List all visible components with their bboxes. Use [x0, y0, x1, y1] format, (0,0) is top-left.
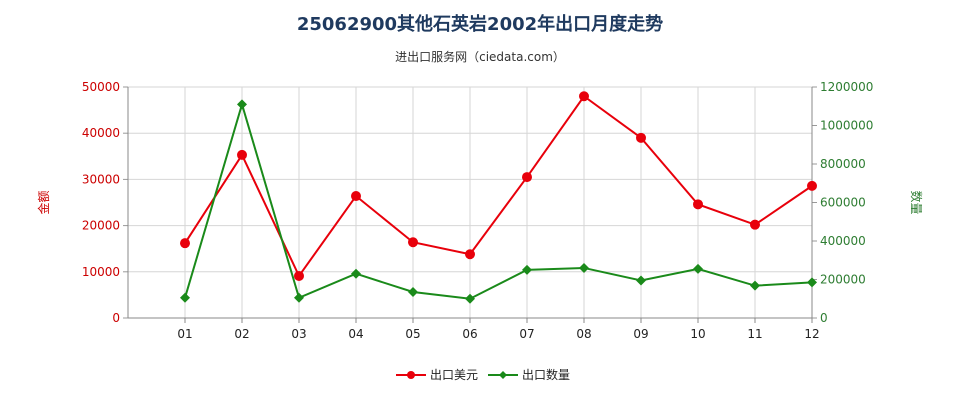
grid-lines — [127, 86, 813, 319]
x-tick-label: 12 — [804, 327, 819, 341]
axes: 0 10000 20000 30000 40000 50000 0 200000 400000 6… — [36, 80, 924, 341]
right-tick-label: 400000 — [820, 234, 866, 248]
data-point-qty — [750, 280, 760, 291]
x-tick-label: 07 — [519, 327, 534, 341]
data-point-qty — [636, 275, 646, 286]
x-tick-label: 05 — [405, 327, 420, 341]
data-point-usd — [693, 199, 703, 210]
chart-subtitle: 进出口服务网（ciedata.com） — [395, 50, 565, 64]
data-point-qty — [408, 287, 418, 298]
x-tick-label: 04 — [348, 327, 363, 341]
x-tick-label: 06 — [462, 327, 477, 341]
data-point-usd — [807, 180, 817, 191]
legend: 出口美元 出口数量 — [396, 367, 570, 382]
data-point-usd — [180, 238, 190, 249]
data-point-usd — [237, 149, 247, 160]
data-point-qty — [351, 268, 361, 279]
data-point-qty — [579, 262, 589, 273]
left-axis-title: 金额 — [36, 190, 51, 214]
legend-label-1: 出口美元 — [430, 368, 478, 382]
left-tick-label: 50000 — [82, 80, 120, 94]
data-point-qty — [237, 99, 247, 110]
data-point-qty — [522, 264, 532, 275]
x-tick-label: 09 — [633, 327, 648, 341]
legend-marker-qty — [499, 371, 507, 379]
left-tick-label: 20000 — [82, 219, 120, 233]
data-point-qty — [180, 292, 190, 303]
right-tick-label: 200000 — [820, 273, 866, 287]
right-tick-label: 1000000 — [820, 119, 873, 133]
x-tick-label: 11 — [747, 327, 762, 341]
right-tick-label: 800000 — [820, 157, 866, 171]
legend-marker-usd — [407, 371, 415, 379]
x-tick-label: 01 — [177, 327, 192, 341]
series-line-2 — [184, 100, 813, 300]
data-point-usd — [522, 172, 532, 183]
data-point-usd — [408, 237, 418, 248]
data-point-usd — [294, 270, 304, 281]
left-tick-label: 0 — [112, 311, 120, 325]
data-point-usd — [465, 249, 475, 260]
x-tick-label: 03 — [291, 327, 306, 341]
series-layer — [180, 91, 817, 304]
x-tick-label: 02 — [234, 327, 249, 341]
right-axis-title: 数量 — [909, 190, 924, 214]
x-tick-label: 10 — [690, 327, 705, 341]
left-tick-label: 40000 — [82, 126, 120, 140]
legend-label-2: 出口数量 — [522, 367, 570, 382]
data-point-usd — [579, 91, 589, 102]
right-tick-label: 600000 — [820, 196, 866, 210]
right-tick-label: 0 — [820, 311, 828, 325]
data-point-qty — [693, 263, 703, 274]
x-tick-label: 08 — [576, 327, 591, 341]
data-point-usd — [750, 219, 760, 230]
data-point-qty — [294, 292, 304, 303]
series-line-1 — [184, 94, 813, 278]
data-point-usd — [351, 191, 361, 202]
left-tick-label: 30000 — [82, 172, 120, 186]
data-point-qty — [465, 293, 475, 304]
data-point-qty — [807, 277, 817, 288]
chart-title: 25062900其他石英岩2002年出口月度走势 — [296, 14, 664, 35]
data-point-usd — [636, 132, 646, 143]
right-tick-label: 1200000 — [820, 80, 873, 94]
left-tick-label: 10000 — [82, 265, 120, 279]
